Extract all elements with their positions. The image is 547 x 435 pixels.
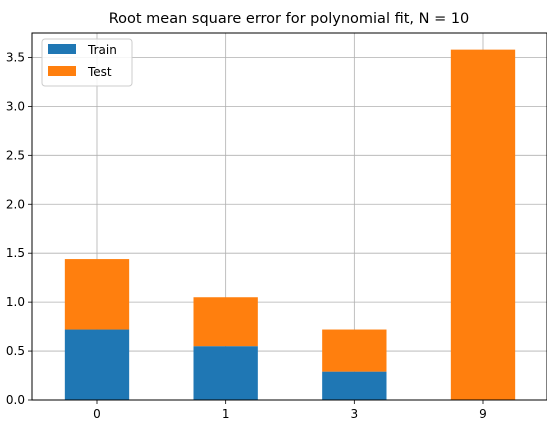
x-tick-label: 1 bbox=[222, 407, 230, 421]
y-tick-label: 0.5 bbox=[6, 344, 25, 358]
plot-area-frame bbox=[31, 32, 547, 401]
bar-train-3 bbox=[322, 371, 387, 400]
y-tick-label: 1.0 bbox=[6, 295, 25, 309]
legend-swatch-train bbox=[48, 44, 76, 54]
bar-test-3 bbox=[322, 329, 387, 372]
bar-test-9 bbox=[450, 49, 516, 401]
y-tick-label: 2.0 bbox=[6, 197, 25, 211]
y-tick-label: 3.0 bbox=[6, 99, 25, 113]
chart-title: Root mean square error for polynomial fi… bbox=[109, 11, 470, 27]
bar-test-1 bbox=[193, 297, 258, 347]
legend: Train Test bbox=[41, 38, 133, 87]
y-tick-label: 2.5 bbox=[6, 148, 25, 162]
bar-test-0 bbox=[64, 259, 130, 330]
x-axis: 0 1 3 9 bbox=[93, 400, 487, 421]
legend-label-test: Test bbox=[87, 65, 112, 79]
y-axis: 0.0 0.5 1.0 1.5 2.0 2.5 3.0 3.5 bbox=[6, 50, 32, 407]
legend-swatch-test bbox=[48, 66, 76, 76]
x-tick-label: 3 bbox=[351, 407, 359, 421]
bar-train-1 bbox=[193, 346, 258, 400]
y-tick-label: 3.5 bbox=[6, 50, 25, 64]
legend-label-train: Train bbox=[87, 43, 117, 57]
x-tick-label: 0 bbox=[93, 407, 101, 421]
bars bbox=[64, 49, 516, 401]
bar-train-0 bbox=[64, 329, 130, 400]
x-tick-label: 9 bbox=[479, 407, 487, 421]
y-tick-label: 0.0 bbox=[6, 393, 25, 407]
y-tick-label: 1.5 bbox=[6, 246, 25, 260]
